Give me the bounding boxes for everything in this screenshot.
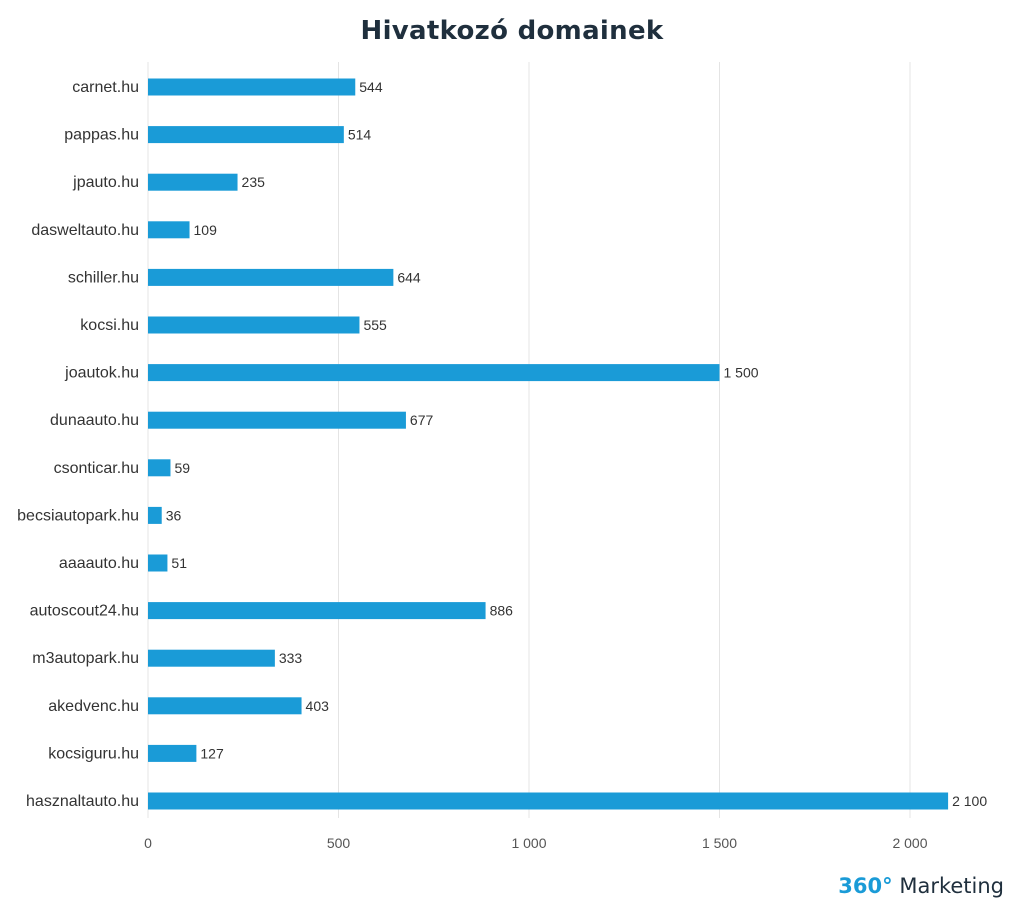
category-label: becsiautopark.hu	[17, 507, 139, 524]
data-label: 59	[174, 460, 190, 476]
data-label: 235	[242, 174, 266, 190]
labels: 0 500 1 000 1 500 2 000 carnet.hu 544 pappas.hu…	[17, 79, 987, 851]
bar	[148, 792, 949, 810]
chart-title: Hivatkozó domainek	[360, 16, 664, 46]
category-label: akedvenc.hu	[48, 698, 139, 715]
x-tick-label: 1 500	[702, 835, 737, 851]
category-label: hasznaltauto.hu	[26, 793, 139, 810]
category-label: pappas.hu	[64, 127, 139, 144]
data-label: 403	[306, 698, 330, 714]
data-label: 514	[348, 127, 372, 143]
x-tick-label: 2 000	[892, 835, 927, 851]
category-label: dasweltauto.hu	[31, 222, 139, 239]
category-label: kocsi.hu	[80, 317, 139, 334]
category-label: carnet.hu	[72, 79, 139, 96]
category-label: csonticar.hu	[54, 460, 139, 477]
brand-logo: 360° Marketing	[838, 874, 1004, 898]
category-label: dunaauto.hu	[50, 412, 139, 429]
data-label: 51	[171, 555, 187, 571]
data-label: 677	[410, 412, 434, 428]
bar	[148, 126, 344, 144]
bar	[148, 602, 486, 620]
data-label: 544	[359, 79, 383, 95]
category-label: joautok.hu	[64, 365, 139, 382]
x-tick-label: 500	[327, 835, 351, 851]
bar-chart: 0 500 1 000 1 500 2 000 carnet.hu 544 pappas.hu…	[17, 62, 987, 851]
data-label: 333	[279, 650, 303, 666]
data-label: 555	[363, 317, 387, 333]
bar	[148, 316, 360, 334]
data-label: 886	[490, 603, 514, 619]
bar	[148, 554, 168, 572]
bar	[148, 268, 394, 286]
bar	[148, 411, 406, 429]
brand-word: Marketing	[899, 874, 1004, 898]
bar	[148, 221, 190, 239]
category-label: schiller.hu	[68, 269, 139, 286]
data-label: 36	[166, 507, 182, 523]
category-label: aaaauto.hu	[59, 555, 139, 572]
data-label: 644	[397, 269, 421, 285]
bar	[148, 173, 238, 191]
bar	[148, 649, 275, 667]
bar	[148, 506, 162, 524]
bar	[148, 744, 197, 762]
x-tick-label: 1 000	[511, 835, 546, 851]
data-label: 109	[194, 222, 218, 238]
data-label: 127	[200, 745, 224, 761]
bar	[148, 364, 720, 382]
data-label: 2 100	[952, 793, 987, 809]
category-label: autoscout24.hu	[30, 603, 139, 620]
category-label: m3autopark.hu	[32, 650, 139, 667]
bar	[148, 78, 356, 96]
category-label: kocsiguru.hu	[48, 745, 139, 762]
data-label: 1 500	[724, 365, 759, 381]
category-label: jpauto.hu	[72, 174, 139, 191]
bar	[148, 459, 171, 477]
bar	[148, 697, 302, 715]
bars	[148, 78, 949, 810]
brand-number: 360°	[838, 874, 893, 898]
x-tick-label: 0	[144, 835, 152, 851]
